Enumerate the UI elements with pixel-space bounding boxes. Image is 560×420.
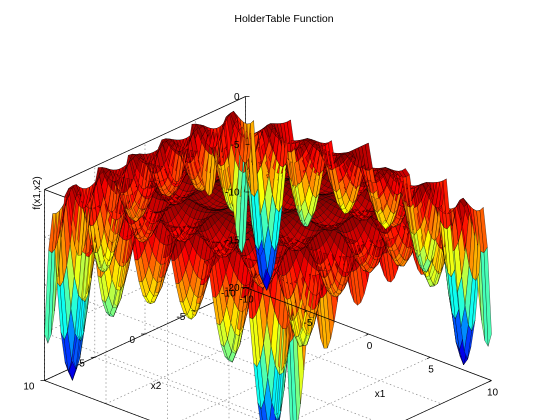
floor-gridline-x1 <box>181 333 369 420</box>
surface-facet <box>257 402 263 420</box>
x2-tick-label: -10 <box>221 289 236 300</box>
surface-facet <box>483 246 492 347</box>
x1-tick-label: -5 <box>304 318 313 329</box>
x2-tick-label: 10 <box>23 382 35 393</box>
z-tick-label: 0 <box>234 92 240 103</box>
x1-tick-label: 5 <box>428 364 434 375</box>
x1-tick-mark <box>365 333 369 336</box>
x2-axis-line <box>405 380 492 420</box>
x1-tick-label: 0 <box>367 341 373 352</box>
x2-tick-label: 0 <box>129 335 135 346</box>
z-tick-label: -10 <box>225 188 240 199</box>
x2-tick-label: 5 <box>79 358 85 369</box>
surface-mesh <box>44 110 492 420</box>
x1-tick-mark <box>426 356 431 360</box>
x1-tick-mark <box>488 380 492 383</box>
x2-axis-label: x2 <box>151 381 162 392</box>
chart-title: HolderTable Function <box>234 13 333 25</box>
z-axis-label: f(x1,x2) <box>32 176 43 209</box>
z-tick-label: -15 <box>225 235 240 246</box>
z-tick-label: -5 <box>231 140 240 151</box>
axis-ticks: -10 -5 0 5 10 -10 -5 0 5 10 -20 -15 -10 -5 0 <box>23 92 498 420</box>
x1-tick-mark <box>303 310 308 313</box>
top-edge <box>44 96 246 190</box>
z-tick-label: -20 <box>225 283 240 294</box>
x1-tick-label: -10 <box>239 295 254 306</box>
x1-tick-label: 10 <box>487 388 499 399</box>
floor-edge <box>44 380 150 420</box>
floor-gridline-x1 <box>293 356 431 420</box>
x1-axis-label: x1 <box>375 389 386 400</box>
x2-tick-label: -5 <box>176 312 185 323</box>
